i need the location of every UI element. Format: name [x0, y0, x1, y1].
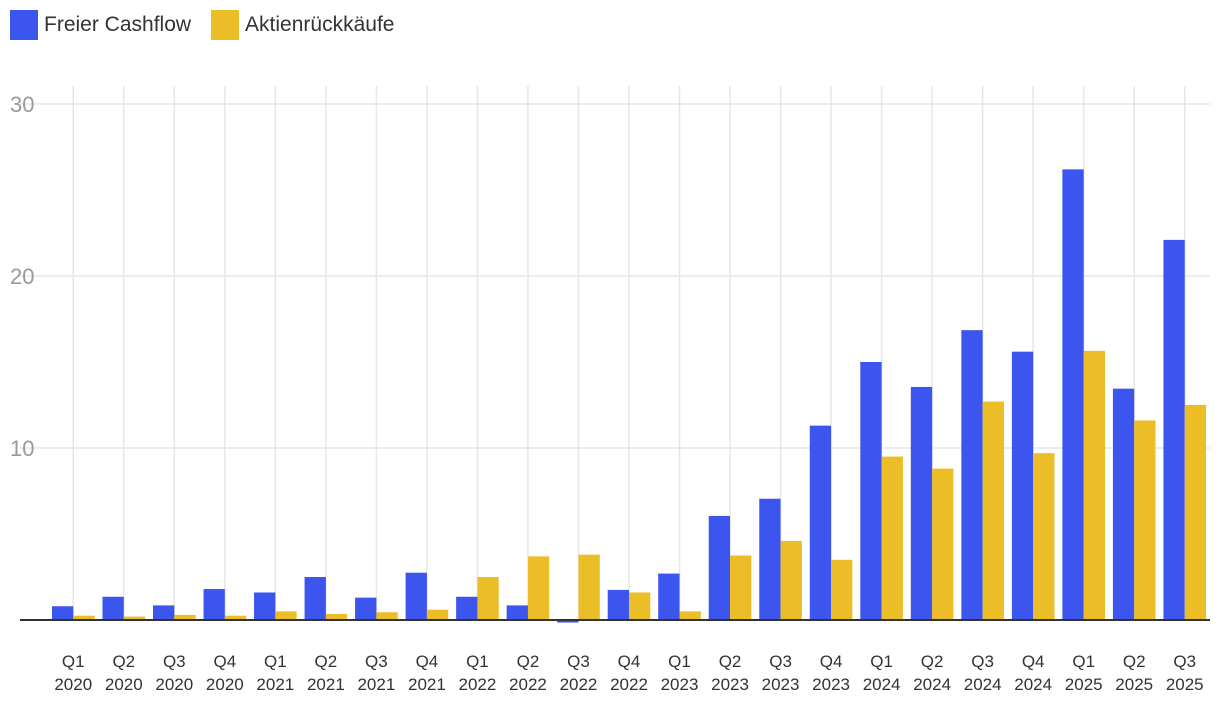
bar-fcf-22: [1163, 239, 1185, 620]
legend-item-fcf[interactable]: Freier Cashflow: [10, 10, 191, 40]
bar-fcf-9: [506, 605, 528, 620]
x-tick-label-14: Q3 2023: [762, 652, 800, 694]
x-tick-label-11: Q4 2022: [610, 652, 648, 694]
bar-fcf-11: [607, 589, 629, 620]
x-tick-label-2: Q3 2020: [155, 652, 193, 694]
legend-item-buyback[interactable]: Aktienrückkäufe: [211, 10, 394, 40]
bar-fcf-5: [304, 577, 326, 620]
bar-buyback-1: [123, 616, 146, 620]
bar-fcf-4: [254, 592, 276, 620]
bar-buyback-7: [426, 609, 449, 620]
bar-buyback-16: [881, 456, 903, 620]
x-tick-label-8: Q1 2022: [459, 652, 497, 694]
bar-buyback-20: [1083, 350, 1105, 620]
bar-buyback-14: [780, 540, 802, 620]
legend-swatch-fcf: [10, 10, 38, 40]
chart-legend: Freier Cashflow Aktienrückkäufe: [10, 10, 414, 40]
bar-fcf-3: [203, 589, 225, 620]
legend-label-fcf: Freier Cashflow: [44, 13, 192, 36]
bar-buyback-19: [1033, 453, 1055, 620]
bar-buyback-8: [477, 577, 499, 620]
bar-fcf-6: [355, 597, 377, 620]
bar-fcf-13: [708, 515, 731, 620]
bar-buyback-13: [730, 555, 752, 620]
x-tick-label-0: Q1 2020: [54, 652, 92, 694]
bar-buyback-0: [73, 615, 95, 620]
y-tick-label: 10: [10, 436, 34, 461]
bar-buyback-10: [578, 554, 600, 620]
x-tick-label-7: Q4 2021: [408, 652, 446, 694]
x-tick-label-22: Q3 2025: [1166, 652, 1204, 694]
x-tick-label-3: Q4 2020: [206, 652, 244, 694]
bar-buyback-11: [629, 592, 651, 620]
x-tick-label-1: Q2 2020: [105, 652, 143, 694]
bar-buyback-3: [224, 615, 247, 620]
bar-fcf-12: [658, 573, 680, 620]
bar-buyback-9: [527, 556, 550, 620]
bar-fcf-20: [1062, 169, 1084, 621]
y-tick-label: 30: [10, 92, 34, 117]
legend-label-buyback: Aktienrückkäufe: [245, 13, 395, 36]
legend-swatch-buyback: [211, 10, 240, 40]
x-tick-label-12: Q1 2023: [661, 652, 699, 694]
bar-fcf-1: [102, 596, 124, 620]
bar-buyback-17: [932, 468, 954, 620]
bar-fcf-19: [1011, 351, 1034, 620]
bar-buyback-22: [1184, 405, 1207, 620]
x-tick-label-18: Q3 2024: [964, 652, 1002, 694]
bar-fcf-15: [809, 425, 832, 620]
x-tick-label-6: Q3 2021: [357, 652, 395, 694]
bar-fcf-8: [456, 596, 478, 620]
bar-buyback-12: [679, 611, 701, 620]
x-tick-label-19: Q4 2024: [1014, 652, 1052, 694]
bar-fcf-7: [405, 572, 427, 620]
bar-fcf-18: [961, 330, 983, 620]
bar-buyback-6: [376, 612, 398, 620]
bar-fcf-21: [1112, 388, 1135, 620]
y-tick-label: 20: [10, 264, 34, 289]
bar-buyback-15: [831, 559, 853, 620]
x-tick-label-21: Q2 2025: [1115, 652, 1153, 694]
x-tick-label-16: Q1 2024: [863, 652, 901, 694]
bar-buyback-21: [1134, 420, 1156, 620]
bar-fcf-16: [860, 362, 882, 620]
bar-buyback-2: [174, 614, 196, 620]
bar-fcf-10: [557, 620, 579, 623]
bar-fcf-0: [51, 606, 74, 620]
x-tick-label-5: Q2 2021: [307, 652, 345, 694]
bar-fcf-14: [759, 498, 781, 620]
x-tick-label-20: Q1 2025: [1065, 652, 1103, 694]
bar-buyback-18: [982, 401, 1004, 620]
x-tick-label-9: Q2 2022: [509, 652, 547, 694]
x-tick-label-4: Q1 2021: [256, 652, 294, 694]
bar-fcf-17: [910, 386, 933, 620]
bar-buyback-5: [325, 613, 348, 620]
bar-fcf-2: [153, 605, 175, 620]
x-tick-label-10: Q3 2022: [560, 652, 598, 694]
x-tick-label-17: Q2 2024: [913, 652, 951, 694]
x-tick-label-15: Q4 2023: [812, 652, 850, 694]
bar-buyback-4: [275, 611, 297, 620]
x-tick-label-13: Q2 2023: [711, 652, 749, 694]
